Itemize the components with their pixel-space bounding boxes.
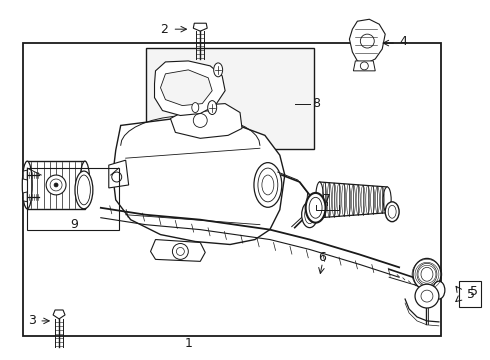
Text: 7: 7 [322,193,331,206]
Polygon shape [161,70,212,105]
Text: 1: 1 [184,337,192,350]
Text: 9: 9 [70,218,78,231]
Ellipse shape [383,187,391,213]
Ellipse shape [214,63,222,77]
Circle shape [54,183,58,187]
Bar [459,281,481,307]
Ellipse shape [192,103,199,113]
Bar [23,43,441,336]
Text: 6: 6 [318,251,326,264]
Ellipse shape [306,193,325,223]
Polygon shape [349,19,385,64]
Text: 5: 5 [470,285,478,298]
Polygon shape [353,61,375,71]
Ellipse shape [208,100,217,114]
Ellipse shape [413,258,441,290]
Ellipse shape [302,202,318,228]
Ellipse shape [75,171,93,209]
Polygon shape [53,310,65,319]
Ellipse shape [385,202,399,222]
Ellipse shape [316,182,323,218]
Text: 5: 5 [467,288,475,301]
Ellipse shape [433,281,445,299]
Ellipse shape [254,163,282,207]
Text: 4: 4 [399,35,407,48]
Ellipse shape [22,161,32,209]
Text: 3: 3 [28,314,36,327]
Text: 2: 2 [161,23,169,36]
Circle shape [415,284,439,308]
Polygon shape [193,23,207,31]
Polygon shape [188,105,212,113]
Bar [146,48,314,149]
Ellipse shape [80,161,90,209]
Polygon shape [150,239,205,261]
Bar [27,168,119,230]
Polygon shape [171,104,242,138]
Circle shape [46,175,66,195]
Polygon shape [154,61,225,116]
Polygon shape [113,118,285,244]
Text: 8: 8 [313,97,320,110]
Polygon shape [23,170,27,180]
Bar [27,161,85,209]
Polygon shape [23,192,27,202]
Polygon shape [109,160,129,188]
